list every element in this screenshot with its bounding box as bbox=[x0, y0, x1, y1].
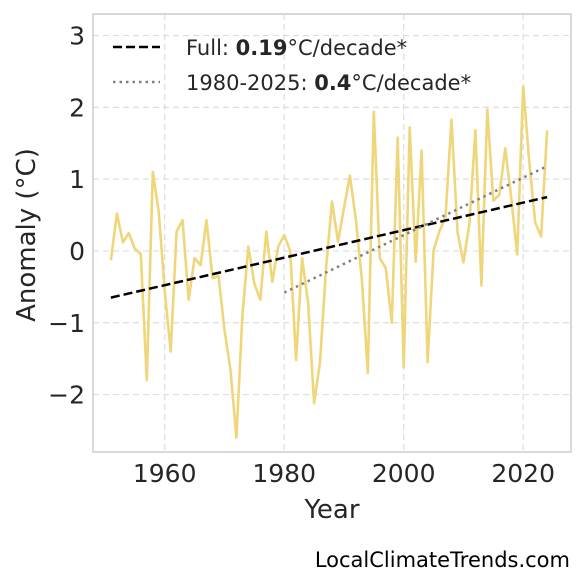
legend: Full: 0.19°C/decade* 1980-2025: 0.4°C/de… bbox=[113, 36, 471, 95]
y-tick-label: 1 bbox=[69, 165, 85, 194]
x-tick-label: 2000 bbox=[372, 459, 436, 488]
x-axis-label: Year bbox=[303, 495, 359, 525]
x-tick-labels: 1960 1980 2000 2020 bbox=[133, 459, 555, 488]
x-tick-label: 1960 bbox=[133, 459, 197, 488]
legend-label-recent: 1980-2025: 0.4°C/decade* bbox=[186, 71, 471, 95]
x-tick-label: 1980 bbox=[252, 459, 316, 488]
y-tick-label: 3 bbox=[69, 22, 85, 51]
anomaly-series-line bbox=[109, 85, 549, 439]
y-tick-label: −2 bbox=[48, 381, 85, 410]
legend-label-full: Full: 0.19°C/decade* bbox=[186, 36, 407, 60]
y-tick-label: −1 bbox=[48, 309, 85, 338]
trend-line-recent bbox=[283, 165, 548, 294]
y-axis-label: Anomaly (°C) bbox=[12, 148, 42, 322]
trend-line-full bbox=[110, 195, 548, 299]
series-layer bbox=[109, 85, 549, 439]
y-tick-label: 0 bbox=[69, 237, 85, 266]
site-credit: LocalClimateTrends.com bbox=[314, 548, 570, 572]
y-tick-label: 2 bbox=[69, 93, 85, 122]
plot-frame bbox=[92, 13, 572, 453]
y-tick-labels: −2 −1 0 1 2 3 bbox=[48, 22, 85, 410]
x-tick-label: 2020 bbox=[491, 459, 555, 488]
